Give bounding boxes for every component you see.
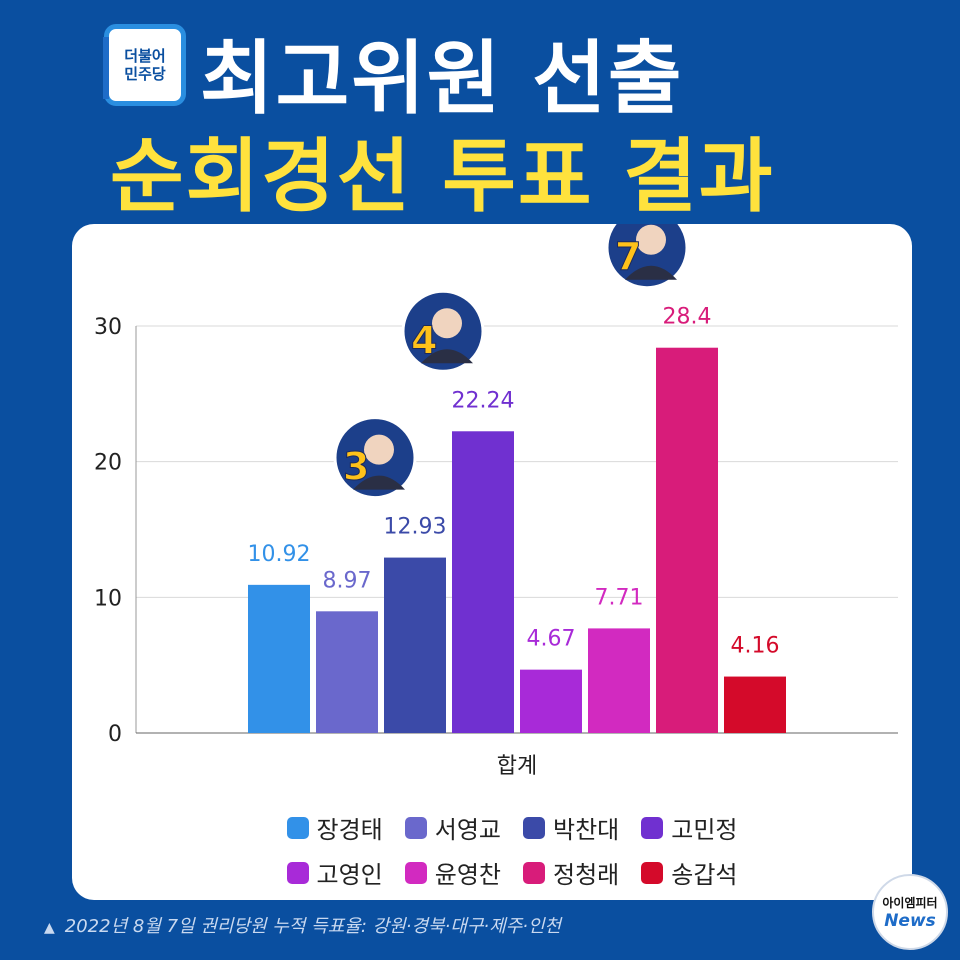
legend-label: 장경태 (316, 816, 383, 844)
legend-label: 서영교 (434, 816, 501, 844)
candidate-number: 3 (343, 445, 369, 489)
bar-4 (452, 431, 514, 733)
legend-label: 고민정 (671, 816, 738, 844)
candidate-body-icon (421, 349, 473, 364)
bar-value-label: 8.97 (323, 568, 372, 593)
legend-item: 서영교 (404, 810, 501, 845)
y-tick-label: 10 (94, 586, 122, 611)
legend-item: 박찬대 (523, 810, 619, 845)
y-tick-label: 0 (108, 722, 122, 747)
bar-value-label: 7.71 (595, 585, 644, 610)
chart-card: 0 10 20 30 10.92 8.97 12.93 22.24 4.67 7.71 28.4 4.… (72, 224, 912, 900)
legend-item: 고민정 (641, 810, 738, 845)
triangle-icon: ▲ (44, 920, 55, 936)
footnote: ▲ 2022년 8월 7일 권리당원 누적 득표율: 강원·경북·대구·제주·인천 (44, 912, 561, 938)
y-tick-label: 20 (94, 451, 122, 476)
candidate-body-icon (625, 265, 677, 280)
bar-value-label: 10.92 (248, 542, 311, 567)
legend-label: 윤영찬 (434, 861, 501, 889)
party-logo: 더불어 민주당 (103, 24, 186, 106)
legend-swatch (523, 816, 545, 839)
legend-swatch (286, 861, 309, 884)
bar-1 (248, 584, 310, 733)
bar-value-label: 22.24 (452, 388, 515, 413)
legend-item: 고영인 (286, 855, 383, 890)
bar-value-label: 4.67 (527, 627, 576, 652)
page-title-line2: 순회경선 투표 결과 (110, 130, 775, 223)
legend-swatch (523, 861, 545, 884)
legend-swatch (404, 861, 427, 884)
bar-2 (316, 611, 378, 733)
legend-label: 고영인 (316, 861, 383, 889)
legend-label: 송갑석 (671, 861, 738, 889)
candidate-face-icon (432, 308, 462, 339)
candidate-number: 4 (411, 318, 437, 362)
bar-value-label: 28.4 (663, 305, 712, 330)
bar-value-label: 12.93 (384, 515, 447, 540)
legend-item: 윤영찬 (404, 855, 501, 890)
x-category-label: 합계 (497, 754, 537, 779)
legend-swatch (286, 816, 309, 839)
candidate-number: 7 (615, 235, 641, 279)
y-tick-label: 30 (94, 315, 122, 340)
logo-line2: 민주당 (124, 65, 166, 83)
candidate-face-icon (636, 224, 666, 255)
legend-swatch (641, 816, 664, 839)
legend-swatch (641, 861, 664, 884)
bar-8 (724, 676, 786, 733)
legend-label: 박찬대 (553, 816, 620, 844)
candidate-face-icon (364, 434, 394, 465)
bar-7 (656, 347, 718, 733)
legend-label: 정청래 (553, 861, 620, 889)
footnote-text: 2022년 8월 7일 권리당원 누적 득표율: 강원·경북·대구·제주·인천 (64, 916, 562, 937)
page-title-line1: 최고위원 선출 (200, 32, 684, 125)
bar-chart: 0 10 20 30 10.92 8.97 12.93 22.24 4.67 7.71 28.4 4.… (94, 224, 898, 779)
logo-line1: 더불어 (124, 47, 166, 65)
candidate-body-icon (353, 475, 405, 490)
bar-3 (384, 557, 446, 733)
news-badge: 아이엠피터 News (872, 874, 948, 950)
legend-swatch (404, 816, 427, 839)
bar-6 (588, 628, 650, 733)
bar-5 (520, 669, 582, 733)
news-badge-line2: News (884, 910, 936, 931)
bar-value-label: 4.16 (731, 634, 780, 659)
news-badge-line1: 아이엠피터 (882, 895, 938, 910)
legend-item: 장경태 (286, 810, 383, 845)
legend-item: 송갑석 (641, 855, 738, 890)
legend-item: 정청래 (523, 855, 619, 890)
